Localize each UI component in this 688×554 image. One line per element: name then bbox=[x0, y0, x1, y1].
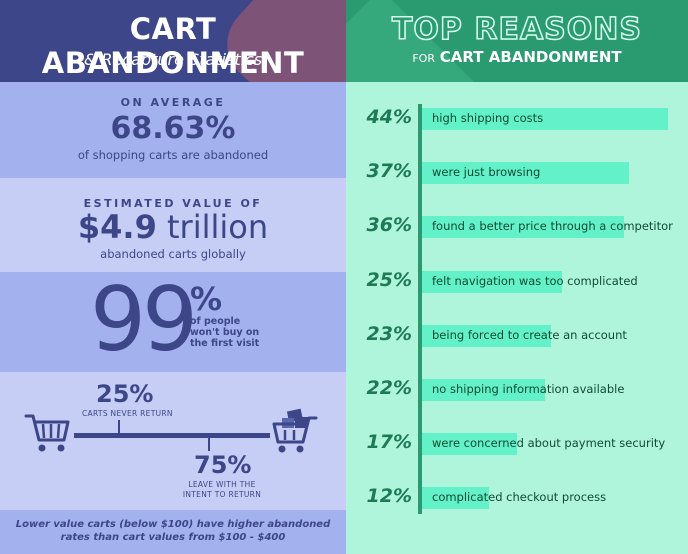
reason-value-label: 12% bbox=[366, 485, 412, 508]
return-intent-tick bbox=[208, 437, 210, 451]
reason-bar bbox=[422, 108, 669, 130]
reason-label: complicated checkout process bbox=[432, 490, 607, 505]
reason-row: 37% were just browsing bbox=[346, 158, 688, 188]
first-visit-number: 99 bbox=[90, 268, 198, 371]
reason-label: were concerned about payment security bbox=[432, 436, 666, 451]
reason-row: 25% felt navigation was too complicated bbox=[346, 267, 688, 297]
estimated-band bbox=[0, 178, 346, 272]
reason-bar bbox=[422, 162, 630, 185]
return-intent-caption: LEAVE WITH THE INTENT TO RETURN bbox=[182, 480, 262, 499]
reason-value-label: 36% bbox=[366, 214, 412, 237]
reason-bar bbox=[422, 433, 518, 456]
left-header: CART ABANDONMENT & Recapture Statistics bbox=[0, 0, 346, 82]
reason-bar bbox=[422, 379, 546, 401]
never-return-caption: CARTS NEVER RETURN bbox=[82, 409, 173, 418]
average-caption: of shopping carts are abandoned bbox=[77, 148, 269, 162]
reason-label: being forced to create an account bbox=[432, 327, 627, 342]
reason-row: 36% found a better price through a compet… bbox=[346, 212, 688, 242]
shopping-cart-icon bbox=[24, 414, 70, 452]
reason-row: 12% complicated checkout process bbox=[346, 483, 688, 513]
reason-label: high shipping costs bbox=[432, 111, 544, 125]
reason-value-label: 25% bbox=[366, 268, 412, 291]
reason-row: 17% were concerned about payment security bbox=[346, 429, 688, 459]
left-subtitle: & Recapture Statistics bbox=[83, 50, 263, 69]
reason-row: 44% high shipping costs bbox=[346, 104, 688, 134]
reason-value-label: 37% bbox=[366, 160, 412, 183]
reason-value-label: 22% bbox=[366, 377, 412, 399]
footnote: Lower value carts (below $100) have high… bbox=[15, 519, 331, 543]
estimated-value-unit: trillion bbox=[156, 208, 269, 246]
first-visit-caption: of people won't buy on the first visit bbox=[190, 316, 260, 349]
estimated-caption: abandoned carts globally bbox=[100, 247, 246, 261]
reason-row: 23% being forced to create an account bbox=[346, 321, 688, 351]
estimated-label: ESTIMATED VALUE OF bbox=[83, 197, 263, 210]
left-title: CART ABANDONMENT bbox=[41, 12, 305, 80]
reason-row: 22% no shipping information available bbox=[346, 375, 688, 405]
return-progress-track bbox=[74, 433, 270, 438]
average-label: ON AVERAGE bbox=[120, 96, 226, 109]
chart-axis-line bbox=[418, 104, 422, 514]
reason-bar bbox=[422, 270, 562, 293]
right-subtitle-main: CART ABANDONMENT bbox=[439, 48, 622, 66]
never-return-value: 25% bbox=[96, 380, 154, 408]
reason-value-label: 44% bbox=[366, 106, 412, 128]
never-return-tick bbox=[118, 420, 120, 434]
reason-bar bbox=[422, 216, 624, 239]
full-shopping-cart-icon bbox=[272, 408, 318, 453]
reason-value-label: 23% bbox=[366, 322, 412, 345]
estimated-value: $4.9 trillion bbox=[0, 208, 346, 246]
right-subtitle: FOR CART ABANDONMENT bbox=[346, 48, 688, 66]
average-value: 68.63% bbox=[110, 111, 236, 146]
reason-label: felt navigation was too complicated bbox=[432, 273, 638, 288]
first-visit-band bbox=[0, 272, 346, 372]
right-header: TOP REASONS FOR CART ABANDONMENT bbox=[346, 0, 688, 82]
reason-bar bbox=[422, 324, 551, 347]
reason-label: were just browsing bbox=[432, 165, 541, 180]
reason-bar bbox=[422, 487, 490, 510]
first-visit-percent-sign: % bbox=[190, 280, 223, 318]
reason-value-label: 17% bbox=[366, 431, 412, 454]
top-reasons-panel: TOP REASONS FOR CART ABANDONMENT 44% high… bbox=[346, 0, 688, 554]
average-band bbox=[0, 82, 346, 178]
return-intent-value: 75% bbox=[194, 451, 252, 479]
footnote-band bbox=[0, 510, 346, 554]
reason-label: no shipping information available bbox=[432, 382, 625, 396]
right-title: TOP REASONS bbox=[391, 11, 643, 48]
right-subtitle-prefix: FOR bbox=[412, 52, 435, 65]
estimated-value-amount: $4.9 bbox=[77, 208, 157, 246]
reason-label: found a better price through a competito… bbox=[432, 219, 673, 234]
cart-abandonment-panel: CART ABANDONMENT & Recapture Statistics … bbox=[0, 0, 346, 554]
